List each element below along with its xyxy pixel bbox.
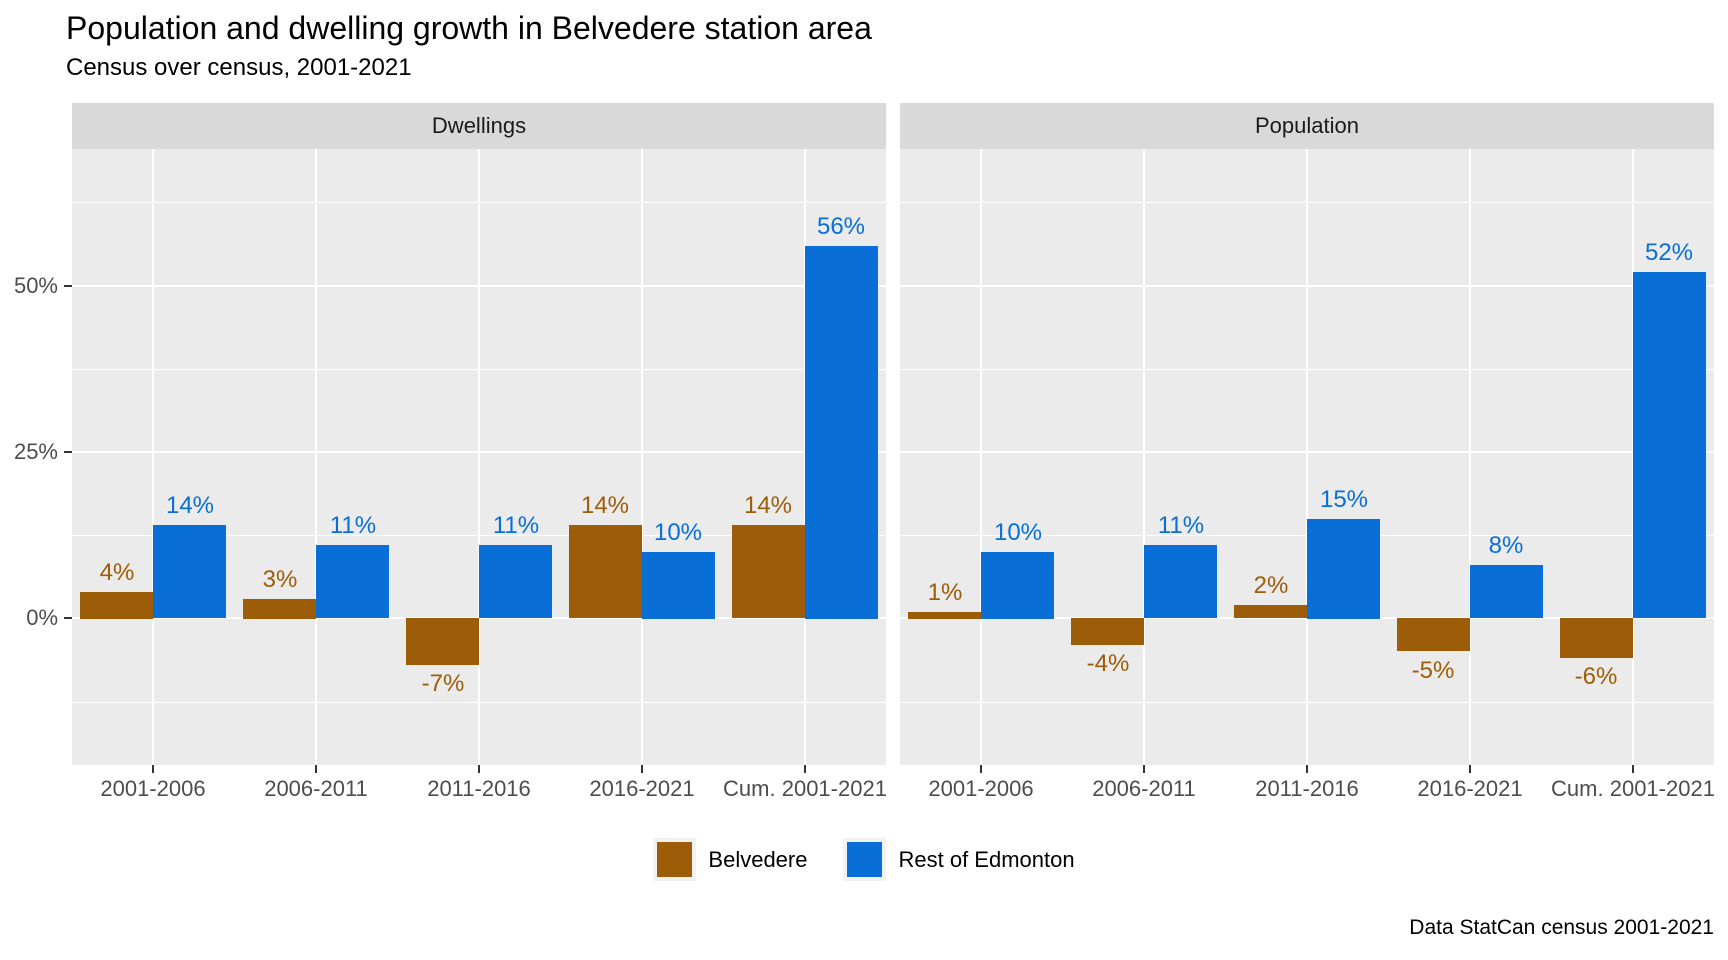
y-axis-label: 0% <box>26 605 58 630</box>
bar-label: 3% <box>262 566 298 593</box>
bar-rest-of-edmonton-2011-2016 <box>1307 519 1380 619</box>
legend-label: Belvedere <box>708 846 808 872</box>
x-tick <box>1469 765 1471 773</box>
gridline-vertical <box>478 149 480 765</box>
bar-belvedere-2016-2021 <box>569 525 642 618</box>
y-tick <box>64 285 72 287</box>
legend-entry-belvedere: Belvedere <box>653 838 807 881</box>
bar-label: 14% <box>580 492 630 519</box>
bar-rest-of-edmonton-2006-2011 <box>316 545 389 618</box>
x-axis-label: 2006-2011 <box>1092 776 1196 801</box>
legend-label: Rest of Edmonton <box>898 846 1075 872</box>
bar-label: 14% <box>165 492 215 519</box>
x-tick <box>804 765 806 773</box>
legend-entry-rest-of-edmonton: Rest of Edmonton <box>843 838 1075 881</box>
bar-label: 11% <box>329 512 377 539</box>
gridline-vertical <box>1469 149 1471 765</box>
x-axis-label: 2001-2006 <box>928 776 1034 801</box>
facet-strip-population: Population <box>900 103 1714 149</box>
bar-belvedere-2006-2011 <box>1071 618 1144 645</box>
bar-rest-of-edmonton-2016-2021 <box>1470 565 1543 618</box>
chart-subtitle: Census over census, 2001-2021 <box>66 54 412 81</box>
x-tick <box>315 765 317 773</box>
bar-label: 1% <box>927 579 963 606</box>
bar-label: -7% <box>421 670 465 697</box>
y-axis-label: 25% <box>13 439 58 464</box>
bar-belvedere-2011-2016 <box>406 618 479 665</box>
x-axis-label: Cum. 2001-2021 <box>723 776 887 801</box>
x-tick <box>980 765 982 773</box>
x-tick <box>478 765 480 773</box>
gridline-vertical <box>641 149 643 765</box>
legend-swatch-belvedere <box>657 842 693 877</box>
x-axis-label: 2016-2021 <box>589 776 695 801</box>
x-axis-label: 2006-2011 <box>264 776 368 801</box>
facet-strip-label: Dwellings <box>431 113 527 138</box>
bar-label: -5% <box>1411 657 1455 684</box>
gridline-vertical <box>980 149 982 765</box>
bar-label: 11% <box>492 512 540 539</box>
x-tick <box>1632 765 1634 773</box>
bar-label: 8% <box>1488 532 1524 559</box>
gridline-vertical <box>315 149 317 765</box>
chart-title: Population and dwelling growth in Belved… <box>66 10 872 46</box>
bar-rest-of-edmonton-2006-2011 <box>1144 545 1217 618</box>
bar-label: 56% <box>816 213 866 240</box>
x-axis-label: 2011-2016 <box>427 776 531 801</box>
bar-belvedere-2001-2006 <box>908 612 981 619</box>
x-axis-label: 2001-2006 <box>100 776 206 801</box>
bar-rest-of-edmonton-2001-2006 <box>153 525 226 618</box>
bar-belvedere-cum-2001-2021 <box>1560 618 1633 658</box>
bar-belvedere-2006-2011 <box>243 599 316 619</box>
x-axis-label: 2011-2016 <box>1255 776 1359 801</box>
bar-label: -4% <box>1086 650 1130 677</box>
x-tick <box>152 765 154 773</box>
legend-key-belvedere <box>653 838 697 881</box>
bar-label: 14% <box>743 492 793 519</box>
x-tick <box>1306 765 1308 773</box>
bar-label: -6% <box>1574 663 1618 690</box>
y-tick <box>64 451 72 453</box>
bar-label: 15% <box>1319 486 1369 513</box>
gridline-vertical <box>152 149 154 765</box>
facet-strip-dwellings: Dwellings <box>72 103 886 149</box>
bar-rest-of-edmonton-cum-2001-2021 <box>1633 272 1706 618</box>
gridline-vertical <box>1306 149 1308 765</box>
bar-label: 2% <box>1253 572 1289 599</box>
bar-label: 10% <box>993 519 1043 546</box>
gridline-vertical <box>1143 149 1145 765</box>
y-tick <box>64 617 72 619</box>
bar-rest-of-edmonton-2016-2021 <box>642 552 715 619</box>
bar-belvedere-cum-2001-2021 <box>732 525 805 618</box>
y-axis-label: 50% <box>13 273 58 298</box>
bar-belvedere-2001-2006 <box>80 592 153 619</box>
bar-label: 10% <box>653 519 703 546</box>
bar-belvedere-2011-2016 <box>1234 605 1307 618</box>
bar-belvedere-2016-2021 <box>1397 618 1470 651</box>
bar-label: 11% <box>1157 512 1205 539</box>
x-axis-label: Cum. 2001-2021 <box>1551 776 1715 801</box>
bar-rest-of-edmonton-2011-2016 <box>479 545 552 618</box>
chart-caption: Data StatCan census 2001-2021 <box>1409 916 1714 939</box>
x-axis-label: 2016-2021 <box>1417 776 1523 801</box>
x-tick <box>1143 765 1145 773</box>
legend: Belvedere Rest of Edmonton <box>0 838 1728 881</box>
bar-label: 4% <box>99 559 135 586</box>
x-tick <box>641 765 643 773</box>
bar-label: 52% <box>1644 239 1694 266</box>
legend-swatch-rest-of-edmonton <box>847 842 883 877</box>
bar-rest-of-edmonton-cum-2001-2021 <box>805 246 878 619</box>
bar-rest-of-edmonton-2001-2006 <box>981 552 1054 619</box>
facet-strip-label: Population <box>1255 113 1359 138</box>
legend-key-rest-of-edmonton <box>843 838 887 881</box>
